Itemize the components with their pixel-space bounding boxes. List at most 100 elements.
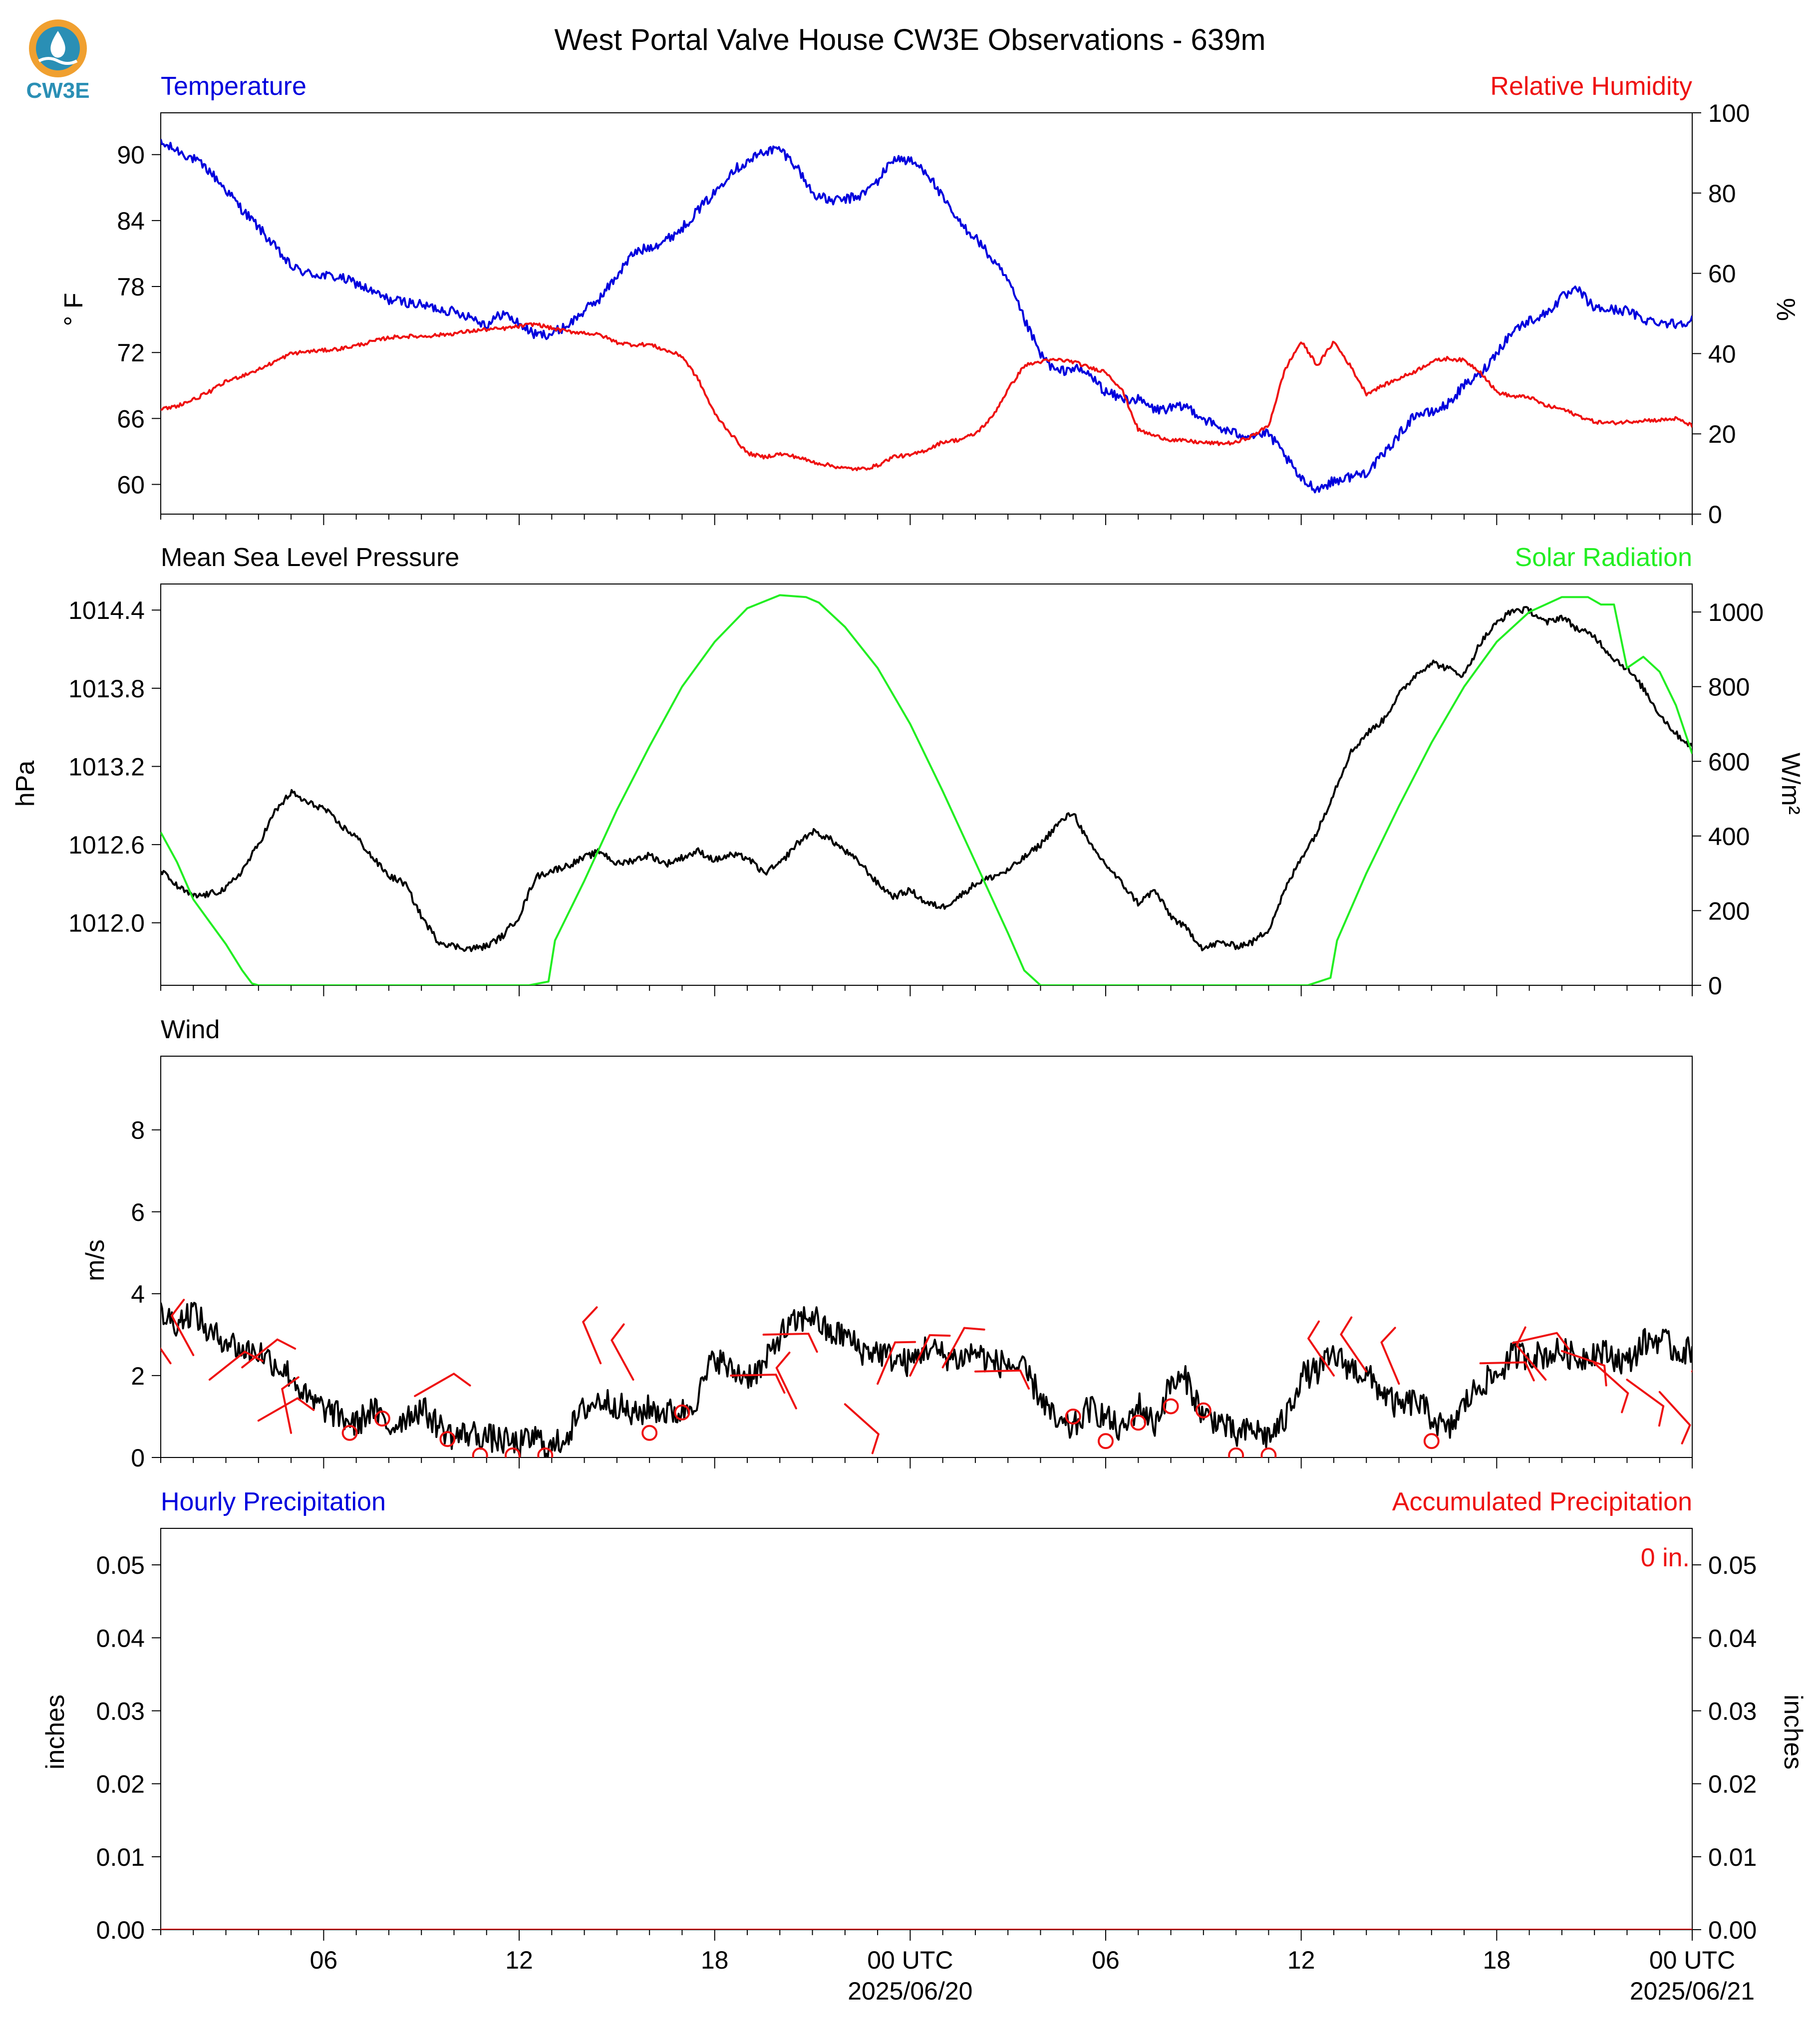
wind-calm-marker [1098,1433,1114,1449]
panel-temp-rh: Temperature Relative Humidity ° F % 60 66… [59,72,1800,529]
x-tick-label: 00 UTC [1649,1946,1735,1974]
wind-barb [844,1403,880,1454]
x-tick-label: 12 [1287,1946,1315,1974]
wind-calm-marker [1423,1433,1440,1449]
y2-tick-label: 0 [1708,501,1722,529]
wind-barb [1626,1379,1665,1427]
wind-panel-title: Wind [161,1015,220,1044]
wind-calm-marker [341,1425,358,1441]
wind-barb [941,1327,985,1369]
y2-tick-label: 800 [1708,673,1750,701]
y2-tick-label: 60 [1708,260,1736,288]
wind-barb [1560,1350,1607,1387]
series-line-wind_speed [161,1302,1692,1457]
panel-wind: Wind m/s 0 2 4 6 8 [81,1015,1693,1472]
y-tick-label: 66 [117,405,145,433]
y-tick-label: 1012.6 [68,831,145,859]
y2-tick-label: 100 [1708,99,1750,127]
wind-barb [161,1347,172,1365]
wind-barb [730,1374,786,1394]
plot-frame [160,112,1693,515]
y2-tick-label: 0.04 [1708,1624,1757,1652]
wind-barb [974,1369,1030,1390]
wind-plot-marks: 0 2 4 6 8 [131,1056,1693,1472]
wind-barb [1307,1320,1335,1377]
series-group [161,594,1692,985]
hourly-precip-panel-title: Hourly Precipitation [161,1487,386,1516]
y-tick-label: 0.03 [96,1697,145,1725]
wind-barb [1479,1361,1535,1382]
plot-frame [160,583,1693,986]
y2-tick-label: 0.05 [1708,1551,1757,1579]
wind-barb [208,1351,264,1381]
relative-humidity-panel-title: Relative Humidity [1490,72,1692,101]
x-tick-label: 18 [701,1946,729,1974]
y2-tick-label: 0 [1708,972,1722,1000]
accumulated-total-annotation: 0 in. [1641,1543,1690,1572]
cw3e-logo: CW3E [26,19,90,103]
y2-tick-label: 0.01 [1708,1843,1757,1871]
y2-tick-label: 400 [1708,823,1750,851]
temperature-panel-title: Temperature [161,72,306,101]
wind-barb [877,1341,916,1385]
y2-tick-label: 600 [1708,748,1750,776]
wind-barb [1658,1391,1691,1445]
hourly-precip-axis-label: inches [41,1695,70,1769]
y2-tick-label: 200 [1708,897,1750,925]
wind-calm-marker [1163,1398,1179,1415]
y-tick-label: 1013.8 [68,675,145,703]
wind-calm-marker [1228,1447,1244,1457]
series-line-relative_humidity [161,322,1692,471]
wind-barb [1516,1326,1547,1381]
wind-barb [1512,1332,1570,1350]
logo-drop-icon [50,31,65,58]
y-tick-label: 84 [117,207,145,235]
y-tick-label: 90 [117,141,145,169]
y-tick-label: 0.00 [96,1916,145,1944]
y-tick-label: 6 [131,1198,145,1226]
solar-axis-label: W/m² [1776,753,1805,815]
wind-barb [241,1338,297,1369]
wind-calm-marker [439,1431,456,1448]
wind-calm-marker [472,1447,488,1457]
accumulated-precip-axis-label: inches [1779,1695,1808,1769]
y2-tick-label: 0.03 [1708,1697,1757,1725]
y2-tick-label: 80 [1708,180,1736,208]
y-tick-label: 0.05 [96,1551,145,1579]
wind-calm-marker [537,1447,554,1457]
wind-barb [909,1334,951,1377]
time-axis-labels: 06 12 18 00 UTC 2025/06/20 06 12 18 00 UTC 2025/0… [310,1946,1755,2005]
series-line-temperature [161,139,1692,494]
wind-calm-marker [374,1411,390,1427]
logo-wave-icon [38,57,78,65]
y-tick-label: 8 [131,1117,145,1145]
mslp-solar-plot-marks: 1012.0 1012.6 1013.2 1013.8 1014.4 0 200 400 600… [68,583,1764,1000]
logo-text: CW3E [26,78,89,103]
wind-barb [1340,1316,1368,1373]
temp-rh-plot-marks: 60 66 72 78 84 90 0 20 40 60 80 100 [117,99,1750,529]
wind-axis-label: m/s [81,1239,110,1281]
wind-barb [414,1373,471,1397]
accumulated-precip-panel-title: Accumulated Precipitation [1392,1487,1692,1516]
wind-calm-marker [1195,1402,1212,1419]
y-tick-label: 1012.0 [68,909,145,937]
wind-barb [762,1333,818,1353]
y-tick-label: 0 [131,1444,145,1472]
y-tick-label: 78 [117,273,145,301]
wind-barb [1593,1362,1629,1414]
y-tick-label: 0.01 [96,1843,145,1871]
y2-tick-label: 20 [1708,420,1736,448]
y2-tick-label: 0.02 [1708,1770,1757,1798]
x-date-label: 2025/06/21 [1630,1977,1755,2005]
series-group [161,1299,1692,1457]
x-tick-label: 00 UTC [867,1946,953,1974]
y2-tick-label: 1000 [1708,598,1764,626]
y-tick-label: 0.02 [96,1770,145,1798]
wind-calm-marker [674,1404,690,1421]
wind-calm-marker [1130,1415,1147,1431]
y-tick-label: 2 [131,1362,145,1390]
x-tick-label: 06 [1092,1946,1120,1974]
x-tick-label: 18 [1483,1946,1511,1974]
